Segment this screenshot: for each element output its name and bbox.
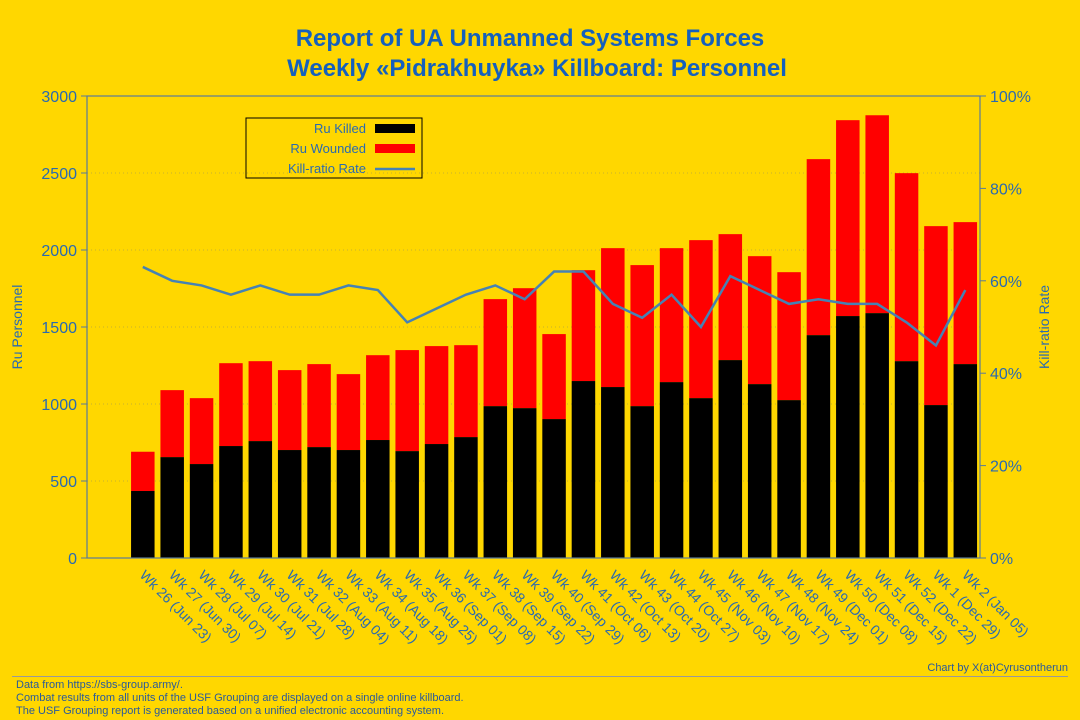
- legend-swatch-wounded: [375, 144, 415, 153]
- bar-killed: [865, 313, 889, 558]
- legend-label-ratio: Kill-ratio Rate: [288, 161, 366, 176]
- bar-wounded: [953, 222, 978, 365]
- bar-wounded: [277, 370, 302, 451]
- bar-killed: [277, 450, 302, 558]
- bar-wounded: [806, 159, 831, 336]
- y2-tick-label: 60%: [990, 274, 1022, 291]
- bar-killed: [248, 441, 273, 558]
- bar-wounded: [571, 270, 596, 382]
- y2-tick-label: 20%: [990, 459, 1022, 476]
- chart-credit: Chart by X(at)Cyrusontherun: [927, 662, 1068, 674]
- bar-killed: [512, 408, 537, 558]
- footer-line-3: The USF Grouping report is generated bas…: [16, 705, 445, 717]
- chart-title-line-2: Weekly «Pidrakhuyka» Killboard: Personne…: [287, 55, 787, 82]
- bar-killed: [718, 360, 743, 558]
- bar-killed: [189, 464, 214, 558]
- bar-wounded: [542, 334, 566, 420]
- footer-divider: [12, 676, 1068, 677]
- bar-killed: [836, 316, 860, 558]
- bar-killed: [395, 451, 419, 558]
- bar-wounded: [189, 398, 214, 465]
- bar-killed: [689, 398, 713, 558]
- bar-killed: [336, 450, 361, 558]
- bar-killed: [571, 381, 596, 558]
- bar-killed: [894, 361, 919, 558]
- y-tick-label: 2000: [41, 243, 77, 260]
- bar-wounded: [747, 256, 772, 385]
- bar-wounded: [248, 361, 273, 442]
- bar-wounded: [894, 173, 919, 362]
- y-tick-label: 2500: [41, 166, 77, 183]
- bar-killed: [160, 457, 184, 558]
- bar-killed: [483, 406, 508, 558]
- y2-tick-label: 80%: [990, 181, 1022, 198]
- bar-killed: [424, 444, 449, 558]
- bar-killed: [542, 419, 566, 558]
- bar-killed: [454, 437, 478, 558]
- bar-killed: [953, 364, 978, 558]
- y2-tick-label: 40%: [990, 366, 1022, 383]
- bar-wounded: [483, 299, 508, 407]
- y-tick-label: 0: [68, 551, 77, 568]
- y-tick-label: 1000: [41, 397, 77, 414]
- bar-killed: [307, 447, 331, 558]
- bar-wounded: [865, 115, 889, 314]
- legend-label-killed: Ru Killed: [314, 121, 366, 136]
- chart-title-line-1: Report of UA Unmanned Systems Forces: [296, 25, 765, 52]
- bar-wounded: [777, 272, 801, 401]
- y-tick-label: 1500: [41, 320, 77, 337]
- bar-killed: [777, 400, 801, 558]
- bar-killed: [219, 446, 243, 558]
- bar-wounded: [336, 374, 361, 451]
- y2-tick-label: 0%: [990, 551, 1013, 568]
- y-tick-label: 3000: [41, 89, 77, 106]
- plot-frame: [86, 95, 981, 559]
- bar-wounded: [630, 265, 654, 407]
- bar-wounded: [689, 240, 713, 399]
- bar-wounded: [659, 248, 684, 383]
- bar-wounded: [160, 390, 184, 458]
- y2-axis-label: Kill-ratio Rate: [1036, 285, 1052, 369]
- bar-wounded: [454, 345, 478, 438]
- bar-killed: [924, 405, 948, 558]
- legend-swatch-killed: [375, 124, 415, 133]
- bar-wounded: [366, 355, 390, 441]
- y-tick-label: 500: [50, 474, 77, 491]
- y-axis-label: Ru Personnel: [9, 285, 25, 370]
- bar-wounded: [718, 234, 743, 361]
- bar-killed: [747, 384, 772, 558]
- footer-line-2: Combat results from all units of the USF…: [16, 692, 464, 704]
- bar-killed: [806, 335, 831, 558]
- bar-killed: [630, 406, 654, 558]
- bar-killed: [131, 491, 155, 558]
- bar-wounded: [131, 451, 155, 492]
- bar-killed: [601, 387, 625, 558]
- bar-killed: [659, 382, 684, 558]
- bar-wounded: [424, 346, 449, 445]
- legend: Ru Killed Ru Wounded Kill-ratio Rate: [245, 117, 423, 179]
- footer-line-1: Data from https://sbs-group.army/.: [16, 679, 183, 691]
- bar-wounded: [307, 364, 331, 448]
- bar-wounded: [836, 120, 860, 317]
- bar-killed: [366, 440, 390, 558]
- bar-wounded: [395, 350, 419, 452]
- legend-label-wounded: Ru Wounded: [290, 141, 366, 156]
- y2-tick-label: 100%: [990, 89, 1031, 106]
- bar-wounded: [601, 248, 625, 388]
- bar-wounded: [512, 288, 537, 409]
- bar-wounded: [219, 363, 243, 447]
- bar-wounded: [924, 226, 948, 406]
